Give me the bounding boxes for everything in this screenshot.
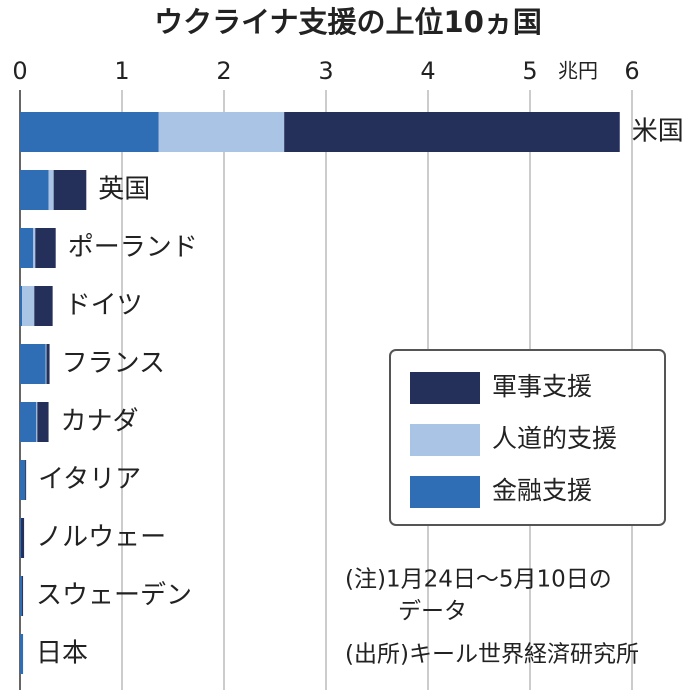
bar-segment [20, 402, 37, 442]
bar-segment [20, 634, 24, 674]
chart-title: ウクライナ支援の上位10ヵ国 [154, 5, 542, 39]
note: データ [398, 599, 467, 625]
legend-label: 金融支援 [492, 476, 592, 505]
note: (注)1月24日～5月10日の [345, 567, 612, 593]
x-tick-label: 2 [216, 57, 231, 85]
bar-segment [20, 576, 23, 616]
legend-label: 人道的支援 [492, 424, 617, 453]
bar-segment [158, 112, 285, 152]
bar-segment [46, 344, 50, 384]
category-label: イタリア [38, 465, 141, 495]
category-label: ポーランド [68, 233, 198, 263]
bar-segment [35, 228, 56, 268]
x-tick-label: 4 [420, 57, 435, 85]
bar-segment [20, 170, 49, 210]
x-axis-label: 兆円 [558, 59, 598, 83]
legend-label: 軍事支援 [492, 372, 592, 401]
source: (出所)キール世界経済研究所 [345, 642, 639, 668]
bar-segment [20, 228, 34, 268]
bar-segment [22, 576, 24, 616]
category-label: 日本 [36, 639, 88, 669]
bar-segment [22, 286, 35, 326]
bar-segment [37, 402, 49, 442]
category-label: 英国 [98, 175, 150, 205]
legend-swatch [410, 476, 480, 508]
x-tick-label: 3 [318, 57, 333, 85]
category-label: カナダ [61, 407, 139, 437]
x-tick-label: 5 [522, 57, 537, 85]
bar-segment [53, 170, 87, 210]
category-label: ノルウェー [36, 523, 166, 553]
x-tick-label: 1 [114, 57, 129, 85]
category-label: 米国 [632, 117, 684, 147]
bar-segment [25, 460, 27, 500]
bar-segment [21, 518, 25, 558]
bar-segment [20, 112, 159, 152]
bar-segment [33, 228, 36, 268]
legend-swatch [410, 424, 480, 456]
x-tick-label: 0 [12, 57, 27, 85]
bar-segment [48, 170, 54, 210]
bar-segment [36, 402, 38, 442]
bar-segment [34, 286, 53, 326]
legend-swatch [410, 372, 480, 404]
bar-segment [45, 344, 47, 384]
x-tick-label: 6 [624, 57, 639, 85]
category-label: ドイツ [65, 291, 143, 321]
bar-segment [284, 112, 620, 152]
category-label: スウェーデン [36, 581, 192, 611]
bar-segment [20, 344, 46, 384]
bar-segment [20, 460, 26, 500]
category-label: フランス [62, 349, 165, 379]
bar-segment [20, 286, 23, 326]
bar-segment [20, 518, 22, 558]
